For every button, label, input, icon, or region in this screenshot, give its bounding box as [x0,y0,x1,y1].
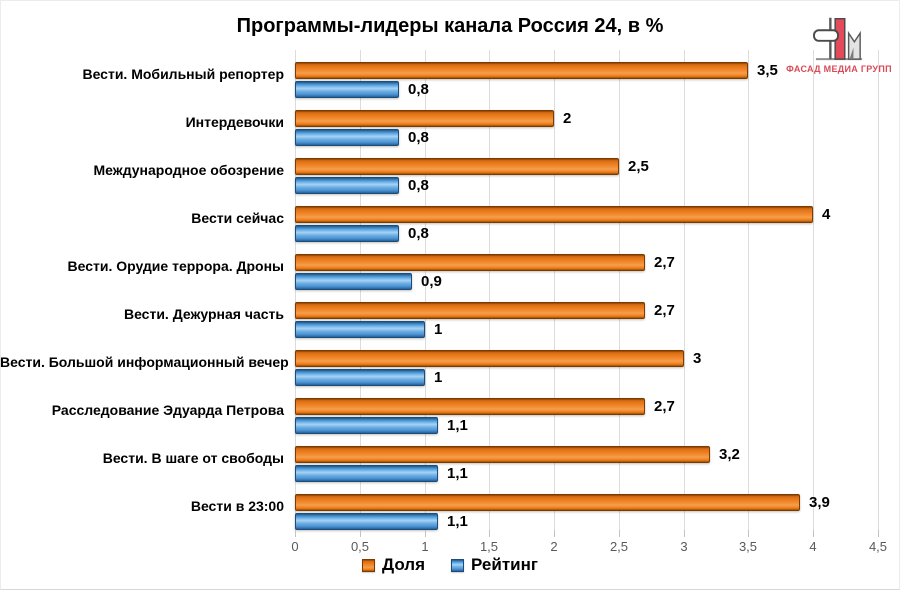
bar-share [295,206,813,223]
category-label: Вести. Мобильный репортер [82,66,284,82]
bar-value-label: 0,8 [408,129,429,146]
bar-value-label: 2,7 [654,302,675,319]
legend-label-share: Доля [382,555,426,574]
bar-rating [295,465,438,482]
gridline [489,50,490,530]
bar-value-label: 1 [434,369,443,386]
gridline [878,50,879,530]
category-label: Вести сейчас [191,210,284,226]
x-axis-tick [425,530,426,537]
bar-share [295,110,554,127]
legend-item-share: Доля [362,555,425,575]
bar-value-label: 1 [434,321,443,338]
legend-item-rating: Рейтинг [451,555,538,575]
bar-rating [295,225,399,242]
category-label: Расследование Эдуарда Петрова [51,402,284,418]
bar-share [295,254,645,271]
x-axis-tick [489,530,490,537]
logo-icon [813,17,863,61]
category-label: Интердевочки [185,114,284,130]
bar-value-label: 2 [563,110,572,127]
x-axis-tick [360,530,361,537]
plot-area [295,50,879,530]
x-axis-tick-label: 3,5 [738,539,758,554]
bar-value-label: 3,2 [719,446,740,463]
gridline [813,50,814,530]
bar-share [295,446,710,463]
bar-value-label: 1,1 [447,417,468,434]
logo: ФАСАД МЕДИА ГРУПП [786,12,892,74]
bar-value-label: 3,9 [809,494,830,511]
x-axis-tick-label: 2 [550,539,558,554]
share-legend-swatch [362,558,376,572]
bar-share [295,62,748,79]
bar-share [295,302,645,319]
bar-rating [295,321,425,338]
bar-share [295,158,619,175]
bar-value-label: 4 [822,206,831,223]
x-axis-tick-label: 4,5 [868,539,888,554]
gridline [684,50,685,530]
bar-rating [295,417,438,434]
category-label: Вести. Дежурная часть [123,306,284,322]
legend: Доля Рейтинг [0,555,900,575]
bar-value-label: 2,5 [628,158,649,175]
x-axis-tick [878,530,879,537]
bar-value-label: 1,1 [447,513,468,530]
bar-value-label: 2,7 [654,398,675,415]
logo-text: ФАСАД МЕДИА ГРУПП [786,64,892,74]
category-label: Вести. В шаге от свободы [102,450,284,466]
bar-rating [295,273,412,290]
x-axis-tick [684,530,685,537]
x-axis-tick-label: 0 [291,539,299,554]
bar-rating [295,81,399,98]
gridline [554,50,555,530]
category-label: Международное обозрение [93,162,284,178]
x-axis-tick [554,530,555,537]
x-axis-tick [295,530,296,537]
bar-share [295,350,684,367]
bar-value-label: 0,8 [408,81,429,98]
bar-rating [295,513,438,530]
bar-value-label: 0,9 [421,273,442,290]
x-axis-tick [619,530,620,537]
bar-rating [295,177,399,194]
x-axis-tick-label: 4 [809,539,817,554]
bar-rating [295,129,399,146]
bar-rating [295,369,425,386]
bar-value-label: 3,5 [757,62,778,79]
category-label: Вести. Большой информационный вечер [0,354,289,370]
bar-share [295,494,800,511]
bar-share [295,398,645,415]
x-axis-tick-label: 3 [680,539,688,554]
rating-legend-swatch [451,558,465,572]
gridline [360,50,361,530]
gridline [425,50,426,530]
bar-value-label: 2,7 [654,254,675,271]
x-axis-tick-label: 1 [421,539,429,554]
category-label: Вести в 23:00 [190,498,284,514]
bar-value-label: 0,8 [408,225,429,242]
gridline [748,50,749,530]
legend-label-rating: Рейтинг [471,555,538,574]
chart-title: Программы-лидеры канала Россия 24, в % [236,15,664,37]
category-label: Вести. Орудие террора. Дроны [67,258,284,274]
gridline [619,50,620,530]
bar-value-label: 0,8 [408,177,429,194]
x-axis-tick-label: 1,5 [479,539,499,554]
x-axis-tick [813,530,814,537]
bar-value-label: 1,1 [447,465,468,482]
bar-value-label: 3 [693,350,702,367]
x-axis-tick-label: 0,5 [350,539,370,554]
gridline [295,50,296,530]
x-axis-tick [748,530,749,537]
x-axis-tick-label: 2,5 [609,539,629,554]
